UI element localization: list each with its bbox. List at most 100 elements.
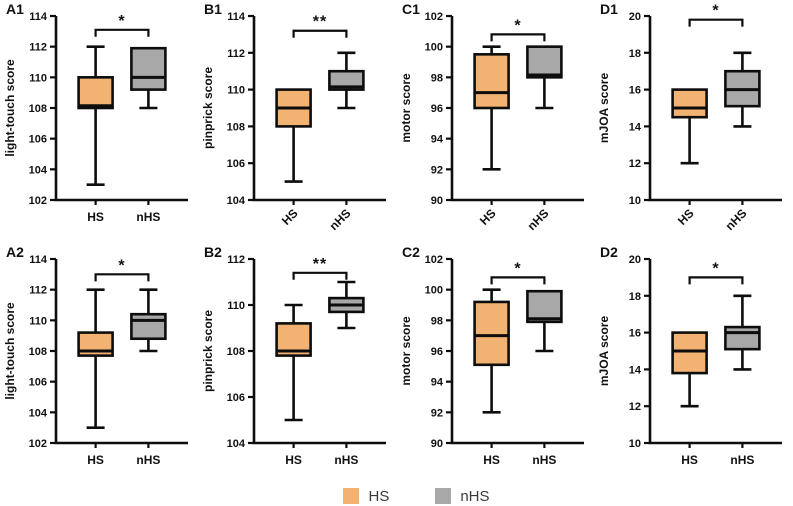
y-tick-label: 14: [629, 364, 642, 376]
iqr-box: [724, 325, 761, 351]
y-tick-label: 18: [629, 48, 641, 60]
panel-label-A1: A1: [6, 1, 24, 17]
iqr-box: [77, 76, 114, 110]
panel-label-B1: B1: [204, 1, 222, 17]
axes-A2: [54, 259, 188, 445]
y-axis-title: mJOA score: [597, 316, 611, 387]
y-axis-title: pinprick score: [201, 310, 215, 392]
significance-stars: **: [313, 256, 327, 273]
y-tick-label: 102: [29, 438, 47, 450]
y-tick-label: 110: [29, 72, 47, 84]
iqr-box: [526, 289, 563, 324]
significance-stars: *: [514, 260, 521, 277]
significance-stars: *: [118, 13, 125, 30]
y-tick-label: 106: [29, 134, 47, 146]
y-axis-title: pinprick score: [201, 67, 215, 149]
x-label-HS: HS: [279, 206, 301, 228]
significance-stars: *: [118, 257, 125, 274]
y-tick-label: 16: [629, 328, 641, 340]
D1-nHS-box: [724, 51, 761, 128]
B1-nHS-box: [328, 51, 365, 110]
y-tick-label: 114: [227, 11, 246, 23]
y-tick-label: 94: [431, 377, 444, 389]
iqr-box: [130, 46, 167, 91]
hs-color-swatch: [343, 488, 360, 504]
axes-B1: [252, 16, 386, 202]
x-label-nHS: nHS: [327, 206, 354, 233]
y-tick-label: 92: [431, 164, 443, 176]
iqr-box: [473, 300, 510, 367]
y-tick-label: 20: [629, 254, 641, 266]
significance-bracket: [292, 29, 348, 38]
y-tick-label: 10: [629, 438, 641, 450]
x-label-nHS: nHS: [532, 453, 556, 467]
boxplot-C1: C1 90 92 94 96 98 100 102 motor score HS nHS *: [399, 1, 584, 233]
iqr-box: [671, 88, 708, 119]
y-tick-label: 104: [227, 195, 246, 207]
y-tick-label: 102: [425, 11, 443, 23]
y-tick-label: 104: [29, 164, 48, 176]
y-tick-label: 114: [29, 11, 48, 23]
iqr-box: [526, 45, 563, 79]
iqr-box: [671, 331, 708, 375]
y-tick-label: 108: [227, 121, 245, 133]
y-tick-label: 104: [227, 438, 246, 450]
x-label-nHS: nHS: [525, 206, 552, 233]
y-tick-label: 108: [29, 103, 47, 115]
y-tick-label: 12: [629, 401, 641, 413]
y-tick-label: 96: [431, 346, 443, 358]
C2-nHS-box: [526, 289, 563, 353]
A1-HS-box: [77, 45, 114, 186]
A2-HS-box: [77, 288, 114, 429]
y-axis-title: light-touch score: [3, 59, 17, 157]
y-tick-label: 106: [227, 392, 245, 404]
significance-bracket: [292, 271, 348, 280]
axes-C2: [450, 259, 584, 445]
y-tick-label: 114: [29, 254, 48, 266]
y-tick-label: 100: [425, 42, 443, 54]
x-label-nHS: nHS: [136, 210, 160, 224]
panel-label-A2: A2: [6, 244, 24, 260]
D2-HS-box: [671, 331, 708, 408]
y-axis-title: motor score: [399, 316, 413, 386]
significance-stars: *: [712, 260, 719, 277]
boxplot-D2: D2 10 12 14 16 18 20 mJOA score HS nHS *: [597, 244, 782, 467]
significance-bracket: [688, 276, 744, 285]
y-tick-label: 90: [431, 195, 443, 207]
significance-stars: **: [313, 14, 327, 31]
y-tick-label: 90: [431, 438, 443, 450]
y-tick-label: 110: [227, 300, 245, 312]
panel-label-C2: C2: [402, 244, 420, 260]
legend-item-hs: HS: [343, 488, 389, 505]
B2-nHS-box: [328, 280, 365, 330]
C1-nHS-box: [526, 45, 563, 110]
x-label-nHS: nHS: [136, 453, 160, 467]
significance-bracket: [688, 18, 744, 27]
legend-label-nhs: nHS: [460, 487, 490, 505]
y-tick-label: 110: [29, 315, 47, 327]
y-tick-label: 20: [629, 11, 641, 23]
panel-label-D2: D2: [600, 244, 618, 260]
x-label-HS: HS: [681, 453, 698, 467]
boxplot-B2: B2 104 106 108 110 112 pinprick score HS nHS **: [201, 244, 386, 467]
y-axis-title: motor score: [399, 73, 413, 143]
x-label-HS: HS: [483, 453, 500, 467]
significance-bracket: [94, 28, 150, 37]
figure-legend: HS nHS: [20, 486, 793, 506]
B2-HS-box: [275, 303, 312, 422]
panel-D2: D2 10 12 14 16 18 20 mJOA score HS nHS *: [594, 243, 792, 486]
y-tick-label: 104: [29, 407, 48, 419]
y-tick-label: 16: [629, 85, 641, 97]
y-tick-label: 10: [629, 195, 641, 207]
significance-bracket: [94, 273, 150, 282]
x-label-HS: HS: [675, 206, 697, 228]
x-label-HS: HS: [285, 453, 302, 467]
y-tick-label: 94: [431, 134, 444, 146]
panel-label-C1: C1: [402, 1, 420, 17]
significance-stars: *: [712, 3, 719, 20]
x-label-nHS: nHS: [723, 206, 750, 233]
D1-HS-box: [671, 88, 708, 165]
y-tick-label: 98: [431, 72, 443, 84]
panel-label-B2: B2: [204, 244, 222, 260]
A2-nHS-box: [130, 288, 167, 353]
